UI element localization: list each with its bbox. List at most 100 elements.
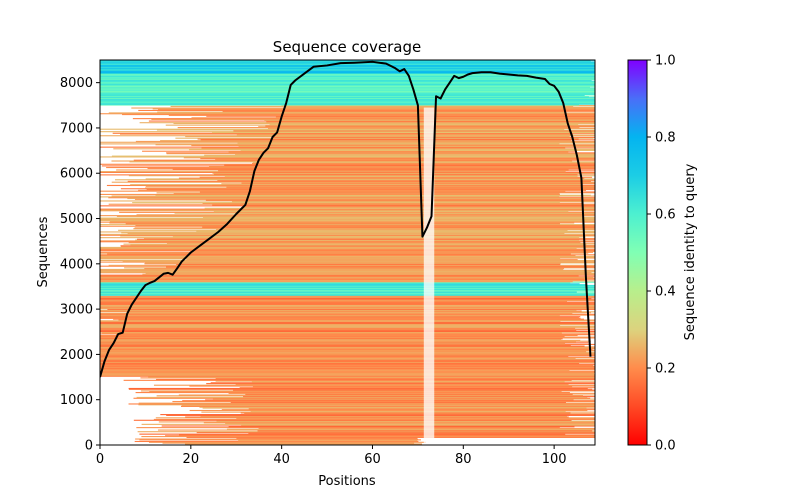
sequence-row (100, 303, 595, 306)
sequence-row (100, 326, 595, 328)
sequence-row (100, 219, 595, 222)
sequence-row (168, 114, 595, 116)
sequence-row (100, 100, 595, 102)
sequence-row (122, 113, 595, 116)
sequence-row (100, 336, 595, 338)
sequence-row (141, 436, 595, 438)
sequence-row (228, 151, 569, 153)
sequence-row (100, 285, 595, 287)
sequence-row (109, 222, 575, 224)
sequence-row (183, 157, 595, 159)
sequence-row (100, 255, 595, 257)
sequence-row (100, 163, 595, 165)
sequence-row (100, 70, 595, 72)
sequence-row (172, 400, 595, 403)
sequence-row (100, 309, 577, 311)
sequence-row (100, 250, 595, 252)
sequence-row (236, 134, 595, 136)
sequence-row (197, 138, 579, 140)
sequence-row (100, 350, 595, 352)
sequence-row (160, 140, 572, 142)
sequence-row (100, 72, 595, 74)
sequence-row (100, 93, 595, 95)
sequence-row (200, 415, 567, 417)
sequence-row (100, 79, 595, 81)
sequence-row (100, 347, 595, 350)
sequence-row (135, 438, 419, 440)
sequence-row (100, 275, 579, 277)
sequence-row (166, 153, 595, 155)
sequence-row (228, 392, 595, 394)
sequence-row (191, 117, 595, 119)
sequence-row (221, 409, 595, 411)
sequence-row (100, 78, 595, 80)
sequence-row (200, 158, 595, 160)
y-tick-label: 6000 (60, 167, 93, 182)
sequence-row (100, 293, 595, 296)
sequence-row (119, 133, 573, 135)
sequence-row (100, 274, 595, 276)
sequence-row (226, 428, 595, 430)
sequence-row (100, 364, 595, 366)
sequence-row (131, 107, 595, 109)
sequence-row (100, 240, 595, 242)
sequence-row (252, 386, 573, 388)
sequence-row (100, 71, 595, 73)
sequence-row (100, 277, 594, 279)
x-tick-label: 40 (273, 452, 290, 467)
sequence-row (100, 374, 595, 376)
sequence-row (209, 166, 595, 168)
sequence-row (155, 144, 595, 146)
y-axis-label: Sequences (36, 216, 51, 287)
sequence-row (100, 344, 571, 346)
sequence-row (100, 88, 595, 91)
sequence-row (100, 254, 595, 256)
sequence-row (100, 74, 595, 76)
colorbar-tick-label: 0.0 (655, 439, 676, 454)
sequence-row (230, 401, 566, 403)
sequence-row (100, 307, 595, 309)
sequence-row (100, 282, 571, 284)
sequence-row (243, 396, 595, 398)
sequence-row (145, 187, 595, 189)
sequence-row (189, 409, 588, 412)
colorbar-tick-label: 0.8 (655, 131, 676, 146)
sequence-row (235, 213, 595, 215)
x-tick-label: 60 (364, 452, 381, 467)
sequence-row (100, 365, 595, 368)
sequence-row (100, 316, 581, 318)
sequence-row (156, 395, 583, 397)
sequence-row (100, 278, 595, 280)
sequence-row (136, 396, 588, 399)
sequence-row (211, 131, 595, 134)
sequence-row (175, 137, 594, 139)
sequence-row (100, 374, 595, 376)
sequence-row (100, 333, 595, 335)
sequence-row (144, 263, 561, 265)
sequence-row (213, 173, 595, 175)
sequence-row (100, 349, 595, 351)
sequence-row (100, 65, 595, 67)
sequence-row (204, 154, 595, 156)
sequence-row (100, 281, 573, 283)
sequence-row (148, 120, 595, 122)
coverage-line-layer (100, 60, 592, 378)
sequence-row (100, 113, 595, 115)
sequence-row (100, 353, 595, 355)
sequence-row (135, 140, 595, 143)
sequence-row (100, 143, 560, 145)
sequence-row (100, 276, 595, 278)
sequence-row (111, 195, 595, 197)
sequence-row (284, 106, 595, 108)
sequence-row (135, 239, 580, 241)
sequence-row (100, 346, 595, 348)
sequence-row (139, 439, 421, 441)
sequence-row (100, 261, 595, 263)
sequence-row (202, 216, 595, 218)
sequence-row (241, 206, 595, 209)
sequence-row (130, 184, 581, 186)
sequence-row (140, 377, 595, 379)
sequence-row (186, 259, 578, 261)
sequence-row (100, 287, 595, 289)
sequence-row (236, 437, 418, 439)
